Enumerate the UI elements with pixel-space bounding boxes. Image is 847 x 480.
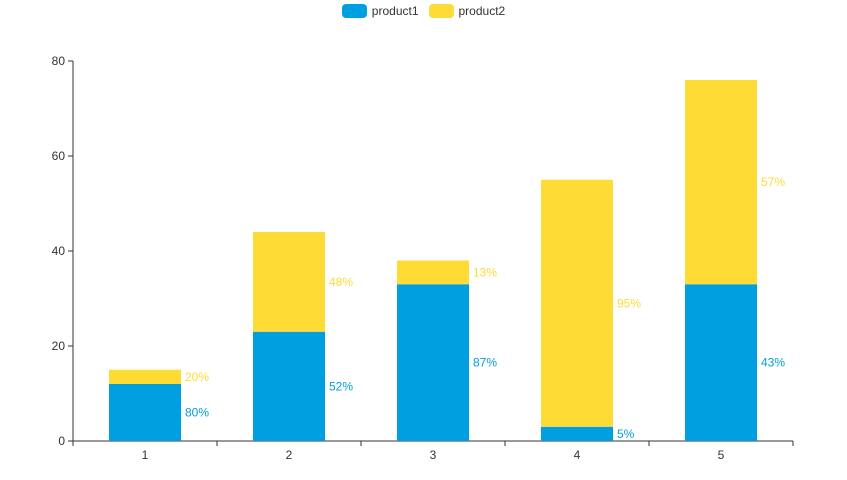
bar-product1-4 (541, 426, 613, 441)
legend-label-product1: product1 (371, 4, 419, 18)
data-label-product2-4: 95% (617, 296, 641, 310)
y-tick-label-1: 20 (52, 339, 66, 353)
x-tick-label-4: 5 (718, 448, 725, 462)
legend-swatch-product1 (341, 4, 367, 18)
x-tick-label-0: 1 (142, 448, 149, 462)
data-label-product1-4: 5% (617, 427, 635, 441)
bar-product1-3 (397, 284, 469, 441)
bar-product2-4 (541, 179, 613, 427)
y-tick-label-2: 40 (52, 244, 66, 258)
y-tick-label-4: 80 (52, 54, 66, 68)
data-label-product1-3: 87% (473, 356, 497, 370)
bar-product1-1 (109, 384, 181, 441)
legend: product1 product2 (0, 4, 847, 18)
data-label-product1-2: 52% (329, 379, 353, 393)
data-label-product2-1: 20% (185, 370, 209, 384)
bar-product1-5 (685, 284, 757, 441)
legend-label-product2: product2 (458, 4, 506, 18)
x-tick-label-3: 4 (574, 448, 581, 462)
x-tick-label-2: 3 (430, 448, 437, 462)
bar-product2-5 (685, 80, 757, 285)
data-label-product1-1: 80% (185, 406, 209, 420)
legend-swatch-product2 (428, 4, 454, 18)
bar-product2-2 (253, 232, 325, 332)
legend-item-product2[interactable]: product2 (428, 4, 506, 18)
legend-item-product1[interactable]: product1 (341, 4, 419, 18)
bar-product2-3 (397, 260, 469, 285)
bar-product1-2 (253, 331, 325, 441)
data-label-product2-3: 13% (473, 265, 497, 279)
x-tick-label-1: 2 (286, 448, 293, 462)
data-label-product2-5: 57% (761, 175, 785, 189)
bar-product2-1 (109, 369, 181, 384)
data-label-product2-2: 48% (329, 275, 353, 289)
y-tick-label-3: 60 (52, 149, 66, 163)
data-label-product1-5: 43% (761, 356, 785, 370)
y-tick-label-0: 0 (58, 434, 65, 448)
